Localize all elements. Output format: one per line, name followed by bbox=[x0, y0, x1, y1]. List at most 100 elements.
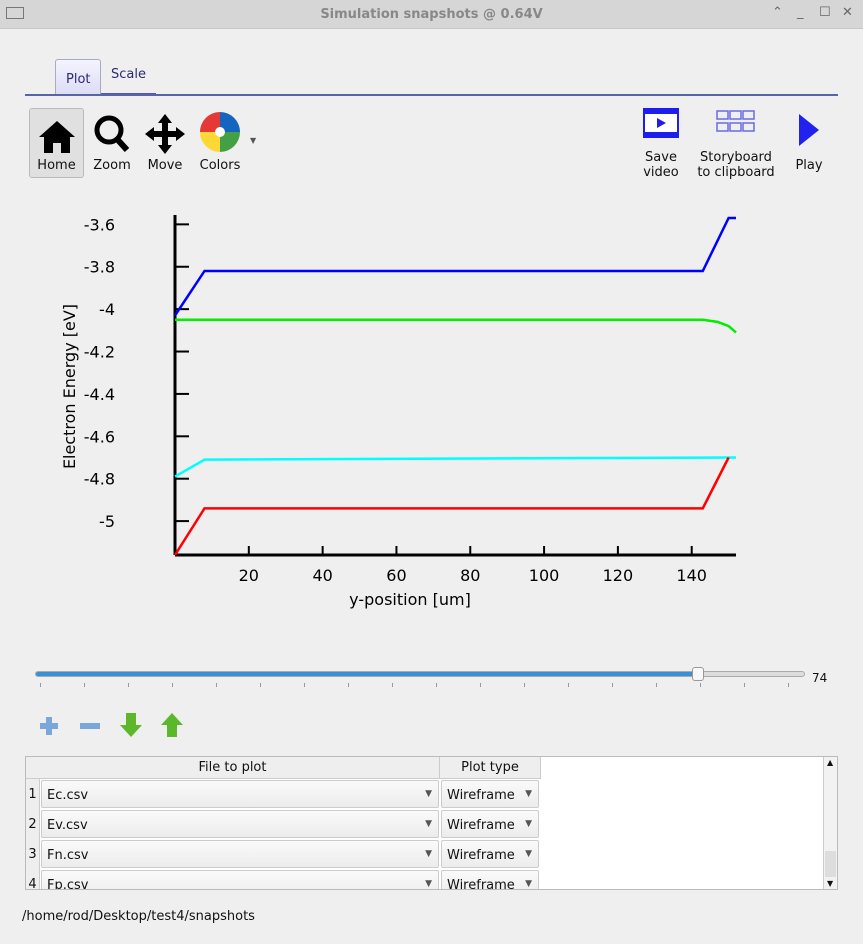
y-axis-label: Electron Energy [eV] bbox=[60, 304, 79, 469]
chevron-down-icon: ▼ bbox=[525, 789, 532, 799]
move-icon bbox=[145, 114, 185, 154]
save-label: Save bbox=[645, 150, 677, 165]
y-tick-label: -5 bbox=[99, 512, 115, 531]
slider-tick bbox=[612, 683, 613, 687]
y-tick-label: -4 bbox=[99, 300, 115, 319]
table-row: 3 Fn.csv ▼ Wireframe ▼ bbox=[26, 839, 541, 869]
row-number: 1 bbox=[26, 779, 40, 809]
chevron-down-icon: ▼ bbox=[525, 849, 532, 859]
x-tick-label: 40 bbox=[312, 566, 332, 585]
home-icon bbox=[39, 121, 75, 153]
film-icon bbox=[643, 108, 679, 138]
plot-type-select[interactable]: Wireframe ▼ bbox=[441, 810, 539, 838]
home-button[interactable]: Home bbox=[29, 108, 84, 178]
snapshot-slider[interactable] bbox=[35, 667, 805, 681]
move-down-icon[interactable] bbox=[118, 711, 144, 739]
file-select[interactable]: Ev.csv ▼ bbox=[41, 810, 439, 838]
header-file[interactable]: File to plot bbox=[26, 757, 440, 779]
tab-plot[interactable]: Plot bbox=[55, 59, 101, 95]
move-button[interactable]: Move bbox=[142, 108, 188, 178]
slider-handle[interactable] bbox=[692, 667, 705, 681]
colors-label: Colors bbox=[199, 158, 241, 173]
chevron-down-icon: ▼ bbox=[525, 819, 532, 829]
move-up-icon[interactable] bbox=[159, 711, 185, 739]
maximize-icon[interactable]: ☐ bbox=[819, 5, 831, 20]
chevron-down-icon: ▼ bbox=[425, 789, 432, 799]
x-tick-label: 100 bbox=[529, 566, 560, 585]
add-icon[interactable] bbox=[38, 715, 60, 737]
slider-tick bbox=[172, 683, 173, 687]
energy-chart: 20 40 60 80 100 120 140 -3.6 -3.8 -4 -4.2 -4.4 -4.6 -… bbox=[60, 215, 737, 609]
x-tick-label: 80 bbox=[460, 566, 480, 585]
series-line-4 bbox=[173, 456, 730, 556]
slider-tick bbox=[524, 683, 525, 687]
storyboard-button[interactable]: Storyboard to clipboard bbox=[694, 108, 778, 183]
plot-type-select[interactable]: Wireframe ▼ bbox=[441, 870, 539, 889]
slider-tick bbox=[348, 683, 349, 687]
file-select[interactable]: Ec.csv ▼ bbox=[41, 780, 439, 808]
zoom-button[interactable]: Zoom bbox=[88, 108, 136, 178]
play-icon bbox=[799, 114, 819, 146]
file-value: Ec.csv bbox=[47, 788, 89, 803]
chevron-down-icon: ▼ bbox=[425, 819, 432, 829]
table-row: 4 Fp.csv ▼ Wireframe ▼ bbox=[26, 869, 541, 890]
row-number: 4 bbox=[26, 869, 40, 889]
y-tick-label: -3.6 bbox=[84, 215, 115, 234]
slider-tick bbox=[480, 683, 481, 687]
y-tick-label: -4.8 bbox=[84, 470, 115, 489]
table-row: 2 Ev.csv ▼ Wireframe ▼ bbox=[26, 809, 541, 839]
row-number: 2 bbox=[26, 809, 40, 839]
file-select[interactable]: Fn.csv ▼ bbox=[41, 840, 439, 868]
series-line-2 bbox=[175, 318, 737, 334]
zoom-label: Zoom bbox=[93, 158, 131, 173]
x-tick-label: 20 bbox=[239, 566, 259, 585]
x-tick-label: 120 bbox=[603, 566, 634, 585]
colors-dropdown-icon[interactable]: ▼ bbox=[250, 136, 257, 145]
slider-tick bbox=[568, 683, 569, 687]
slider-tick bbox=[700, 683, 701, 687]
video-label: video bbox=[643, 165, 679, 180]
app-icon bbox=[6, 7, 24, 19]
save-video-button[interactable]: Save video bbox=[636, 108, 686, 183]
colors-button[interactable]: ▼ Colors bbox=[196, 108, 262, 178]
plot-type-select[interactable]: Wireframe ▼ bbox=[441, 780, 539, 808]
slider-tick bbox=[128, 683, 129, 687]
file-value: Ev.csv bbox=[47, 818, 88, 833]
slider-tick bbox=[656, 683, 657, 687]
series-line-1 bbox=[173, 216, 736, 317]
x-axis-label: y-position [um] bbox=[349, 590, 471, 609]
slider-tick bbox=[436, 683, 437, 687]
tab-scale[interactable]: Scale bbox=[101, 59, 156, 95]
storyboard-icon bbox=[716, 110, 755, 132]
color-wheel-icon bbox=[200, 112, 240, 152]
plot-type-value: Wireframe bbox=[447, 818, 515, 833]
slider-tick bbox=[744, 683, 745, 687]
move-label: Move bbox=[147, 158, 183, 173]
slider-tick bbox=[216, 683, 217, 687]
file-value: Fp.csv bbox=[47, 878, 89, 890]
title-bar: Simulation snapshots @ 0.64V ⌃ _ ☐ ✕ bbox=[0, 0, 863, 29]
files-table: File to plot Plot type 1 Ec.csv ▼ Wirefra… bbox=[25, 756, 838, 890]
y-tick-label: -4.2 bbox=[84, 343, 115, 362]
slider-tick bbox=[260, 683, 261, 687]
to-clipboard-label: to clipboard bbox=[697, 165, 775, 180]
row-number: 3 bbox=[26, 839, 40, 869]
chevron-down-icon: ▼ bbox=[425, 879, 432, 889]
file-select[interactable]: Fp.csv ▼ bbox=[41, 870, 439, 890]
plot-type-select[interactable]: Wireframe ▼ bbox=[441, 840, 539, 868]
minimize-icon[interactable]: _ bbox=[797, 5, 804, 20]
series-line-3 bbox=[174, 456, 737, 478]
plot-type-value: Wireframe bbox=[447, 788, 515, 803]
close-icon[interactable]: ✕ bbox=[842, 5, 853, 20]
header-plot-type[interactable]: Plot type bbox=[440, 757, 541, 779]
zoom-icon bbox=[94, 115, 130, 153]
table-scrollbar[interactable]: ▲ ▼ bbox=[823, 757, 837, 889]
home-label: Home bbox=[37, 158, 76, 173]
remove-icon[interactable] bbox=[78, 715, 102, 737]
slider-ticks bbox=[40, 683, 800, 688]
slider-tick bbox=[788, 683, 789, 687]
shade-icon[interactable]: ⌃ bbox=[772, 5, 783, 20]
play-button[interactable]: Play bbox=[788, 108, 830, 178]
chevron-down-icon: ▼ bbox=[525, 879, 532, 889]
slider-tick bbox=[84, 683, 85, 687]
